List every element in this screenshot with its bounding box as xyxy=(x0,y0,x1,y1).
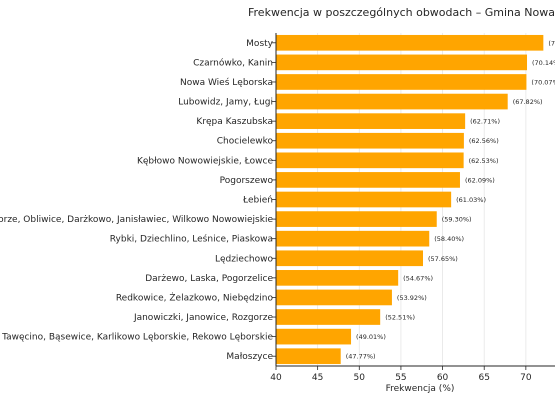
bar xyxy=(276,328,352,345)
category-label: Lubowidz, Jamy, Ługi xyxy=(178,98,273,108)
data-label: (67.82%) xyxy=(513,98,543,106)
bar xyxy=(276,309,381,325)
data-label: (54.67%) xyxy=(403,274,433,282)
bar xyxy=(276,289,392,306)
bar xyxy=(276,211,437,227)
data-label: (53.92%) xyxy=(397,294,427,302)
bar xyxy=(276,270,399,286)
bar xyxy=(276,132,464,149)
bar xyxy=(276,113,466,129)
x-tick-label: 50 xyxy=(354,373,366,383)
category-label: Mosty xyxy=(246,39,273,49)
category-label: Janowiczki, Janowice, Rozgorze xyxy=(133,313,274,323)
data-label: (52.51%) xyxy=(385,314,415,322)
category-label: Łebień xyxy=(242,196,273,206)
data-label: (62.53%) xyxy=(469,157,499,165)
bar xyxy=(276,74,527,90)
x-tick-label: 70 xyxy=(520,373,532,383)
data-label: (72.10%) xyxy=(548,39,555,47)
x-tick-label: 60 xyxy=(437,373,449,383)
x-axis-title: Frekwencja (%) xyxy=(386,384,455,394)
data-label: (62.56%) xyxy=(469,137,499,145)
data-label: (47.77%) xyxy=(346,353,376,361)
chart-title: Frekwencja w poszczególnych obwodach – G… xyxy=(248,6,555,19)
x-tick-label: 45 xyxy=(312,373,323,383)
bar xyxy=(276,54,528,71)
x-tick-label: 40 xyxy=(270,373,282,383)
data-label: (59.30%) xyxy=(442,216,472,224)
category-label: Czarnówko, Kanin xyxy=(193,57,273,68)
data-label: (62.71%) xyxy=(470,118,500,126)
data-label: (58.40%) xyxy=(434,235,464,243)
category-label: Darżewo, Laska, Pogorzelice xyxy=(145,274,273,284)
data-label: (62.09%) xyxy=(465,176,495,184)
data-label: (70.14%) xyxy=(532,59,555,67)
bar xyxy=(276,230,430,247)
bar xyxy=(276,152,464,169)
axes xyxy=(275,33,555,367)
category-label: Krępa Kaszubska xyxy=(196,117,273,127)
category-label: Nowa Wieś Lęborska xyxy=(180,77,273,88)
category-label: Lędziechowo xyxy=(215,254,274,264)
bar xyxy=(276,93,508,110)
data-label: (70.07%) xyxy=(531,78,555,86)
category-labels: Mosty Czarnówko, Kanin Nowa Wieś Lęborska L… xyxy=(0,39,276,362)
category-label: Rybki, Dziechlino, Leśnice, Piaskowa xyxy=(110,234,273,245)
bars xyxy=(276,34,544,365)
data-label: (61.03%) xyxy=(456,196,486,204)
category-label: Pogorszewo xyxy=(220,176,274,186)
x-tick-label: 55 xyxy=(395,373,406,383)
bar xyxy=(276,34,544,51)
category-label: Tawęcino, Bąsewice, Karlikowo Lęborskie,… xyxy=(1,333,273,343)
x-tick-label: 65 xyxy=(478,373,489,383)
bar xyxy=(276,191,452,208)
category-label: Chocielewko xyxy=(217,137,274,147)
data-labels: (72.10%) (70.14%) (70.07%) (67.82%) (62.71%)… xyxy=(346,39,555,360)
bar xyxy=(276,172,460,188)
category-label: Leśnice, Krzeczegorze, Obliwice, Darżkow… xyxy=(0,214,273,225)
data-label: (57.65%) xyxy=(428,255,458,263)
bar xyxy=(276,250,423,267)
data-label: (49.01%) xyxy=(356,333,386,341)
bar xyxy=(276,348,341,365)
category-label: Kębłowo Nowowiejskie, Łowce xyxy=(137,156,273,166)
category-label: Redkowice, Żelazkowo, Niebędzino xyxy=(116,292,274,303)
category-label: Małoszyce xyxy=(226,352,273,362)
x-ticks: 40 45 50 55 60 65 70 xyxy=(270,366,532,383)
